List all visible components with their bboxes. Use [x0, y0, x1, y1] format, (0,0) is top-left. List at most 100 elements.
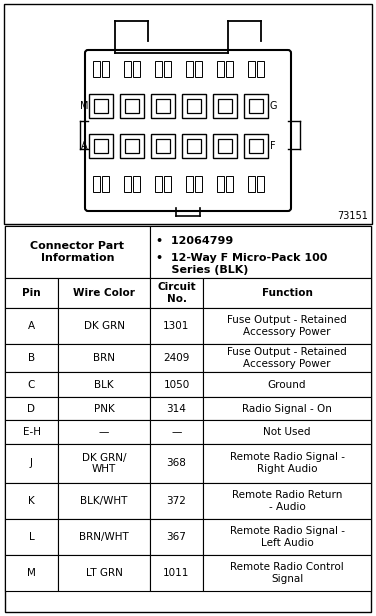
Bar — [150, 519, 203, 555]
Bar — [156, 99, 170, 113]
Text: B: B — [28, 353, 35, 363]
Bar — [58, 372, 150, 397]
Text: M: M — [27, 568, 36, 578]
Text: 372: 372 — [167, 496, 186, 506]
Bar — [58, 444, 150, 483]
Bar — [203, 308, 371, 344]
Bar — [186, 176, 193, 192]
Bar — [203, 519, 371, 555]
Text: 368: 368 — [167, 458, 186, 469]
Bar — [5, 226, 150, 278]
Bar — [102, 61, 109, 77]
Text: C: C — [28, 379, 35, 389]
Bar — [5, 226, 371, 612]
Text: —: — — [171, 427, 182, 437]
Bar — [182, 134, 206, 158]
Bar — [203, 483, 371, 519]
Bar — [156, 139, 170, 153]
Text: Function: Function — [262, 288, 312, 298]
Text: Remote Radio Signal -
Left Audio: Remote Radio Signal - Left Audio — [229, 526, 344, 548]
Text: 367: 367 — [167, 532, 186, 542]
Bar — [151, 134, 175, 158]
Bar — [203, 278, 371, 308]
Bar — [203, 397, 371, 420]
Text: Connector Part
Information: Connector Part Information — [30, 241, 124, 263]
Bar — [150, 344, 203, 372]
Text: J: J — [30, 458, 33, 469]
Text: Remote Radio Control
Signal: Remote Radio Control Signal — [230, 562, 344, 584]
Bar — [124, 176, 131, 192]
Bar — [187, 139, 201, 153]
Bar — [58, 397, 150, 420]
Text: G: G — [269, 101, 277, 111]
Bar — [226, 176, 233, 192]
Bar — [58, 519, 150, 555]
Text: DK GRN: DK GRN — [83, 321, 124, 331]
Bar — [244, 94, 268, 118]
Bar — [5, 344, 58, 372]
Bar — [244, 134, 268, 158]
Bar — [120, 94, 144, 118]
Bar — [58, 483, 150, 519]
Bar — [217, 61, 224, 77]
Bar — [58, 308, 150, 344]
Bar — [150, 226, 371, 278]
Text: LT GRN: LT GRN — [86, 568, 123, 578]
Bar — [150, 397, 203, 420]
Bar — [213, 94, 237, 118]
Bar — [150, 372, 203, 397]
Bar — [217, 176, 224, 192]
Text: 314: 314 — [167, 403, 186, 413]
Text: Radio Signal - On: Radio Signal - On — [242, 403, 332, 413]
Bar — [164, 176, 171, 192]
Text: A: A — [81, 141, 87, 151]
Bar — [187, 99, 201, 113]
Bar — [89, 94, 113, 118]
Text: 2409: 2409 — [163, 353, 190, 363]
Bar — [151, 94, 175, 118]
Bar — [125, 139, 139, 153]
Bar — [58, 555, 150, 591]
Bar — [93, 61, 100, 77]
Text: •  12064799: • 12064799 — [156, 236, 233, 246]
Bar — [94, 99, 108, 113]
Text: 1301: 1301 — [163, 321, 190, 331]
Text: Remote Radio Signal -
Right Audio: Remote Radio Signal - Right Audio — [229, 453, 344, 474]
Text: —: — — [99, 427, 109, 437]
Bar — [133, 61, 140, 77]
Bar — [125, 99, 139, 113]
FancyBboxPatch shape — [85, 50, 291, 211]
Text: Ground: Ground — [268, 379, 306, 389]
Text: L: L — [29, 532, 34, 542]
Text: K: K — [28, 496, 35, 506]
Bar — [5, 444, 58, 483]
Bar — [257, 176, 264, 192]
Bar — [58, 344, 150, 372]
Bar — [5, 420, 58, 444]
Bar — [213, 134, 237, 158]
Bar — [5, 278, 58, 308]
Bar — [182, 94, 206, 118]
Bar — [58, 278, 150, 308]
Text: Fuse Output - Retained
Accessory Power: Fuse Output - Retained Accessory Power — [227, 315, 347, 337]
Text: BRN/WHT: BRN/WHT — [79, 532, 129, 542]
Bar — [5, 555, 58, 591]
Bar — [155, 176, 162, 192]
Bar — [203, 444, 371, 483]
Text: Remote Radio Return
- Audio: Remote Radio Return - Audio — [232, 490, 342, 512]
Bar — [195, 61, 202, 77]
Text: Fuse Output - Retained
Accessory Power: Fuse Output - Retained Accessory Power — [227, 347, 347, 369]
Text: 1050: 1050 — [164, 379, 190, 389]
Text: M: M — [80, 101, 88, 111]
Bar — [203, 555, 371, 591]
Text: Wire Color: Wire Color — [73, 288, 135, 298]
Text: F: F — [270, 141, 276, 151]
Bar — [218, 99, 232, 113]
Bar — [195, 176, 202, 192]
Text: 1011: 1011 — [163, 568, 190, 578]
Text: DK GRN/
WHT: DK GRN/ WHT — [82, 453, 126, 474]
Bar — [5, 372, 58, 397]
Bar — [5, 483, 58, 519]
Bar — [257, 61, 264, 77]
Bar — [249, 99, 263, 113]
